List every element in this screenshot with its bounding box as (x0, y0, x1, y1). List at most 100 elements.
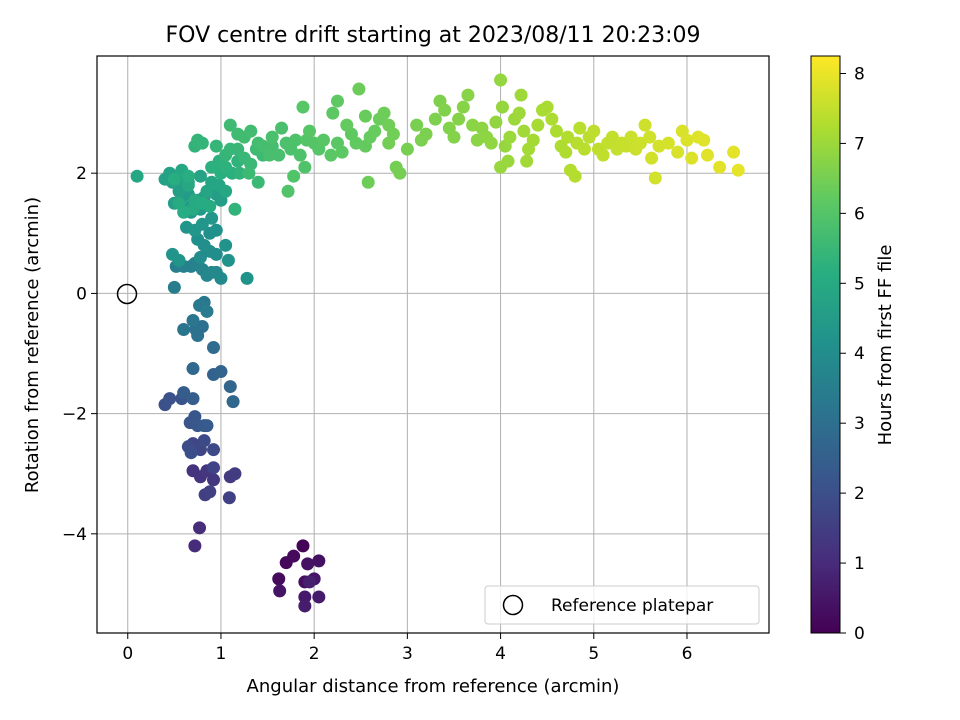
data-point (228, 467, 242, 481)
data-point (495, 100, 509, 114)
data-point (177, 205, 191, 219)
colorbar-tick-label: 7 (854, 134, 865, 154)
data-point (181, 169, 195, 183)
reference-platepar-marker (116, 283, 138, 305)
data-point (685, 151, 699, 165)
data-point (456, 100, 470, 114)
data-point (219, 238, 233, 252)
data-point (193, 169, 207, 183)
legend: Reference platepar (484, 585, 760, 625)
data-point (181, 178, 195, 192)
x-tick-label: 6 (682, 644, 693, 664)
data-point (587, 124, 601, 138)
data-point (273, 584, 287, 598)
data-point (242, 166, 256, 180)
data-point (207, 461, 221, 475)
colorbar-tick-label: 6 (854, 204, 865, 224)
data-point (184, 446, 198, 460)
data-point (186, 313, 200, 327)
colorbar-tick-label: 5 (854, 274, 865, 294)
data-point (262, 148, 276, 162)
colorbar-tick-label: 3 (854, 414, 865, 434)
data-point (177, 322, 191, 336)
data-point (207, 341, 221, 355)
data-point (272, 572, 286, 586)
x-tick-label: 5 (588, 644, 599, 664)
data-point (219, 184, 233, 198)
data-point (501, 154, 515, 168)
data-point (219, 160, 233, 174)
data-point (200, 304, 214, 318)
data-point (531, 118, 545, 132)
colorbar-tick-label: 0 (854, 624, 865, 644)
y-axis-label: Rotation from reference (arcmin) (22, 197, 43, 493)
data-point (226, 395, 240, 409)
data-point (203, 199, 217, 213)
chart-title: FOV centre drift starting at 2023/08/11 … (166, 23, 701, 48)
data-point (661, 136, 675, 150)
data-point (731, 163, 745, 177)
data-point (368, 124, 382, 138)
data-point (312, 554, 326, 568)
data-point (203, 485, 217, 499)
data-point (312, 590, 326, 604)
data-point (361, 175, 375, 189)
colorbar: 0 1 2 3 4 5 6 7 8 Hours from first FF file (810, 55, 896, 644)
data-point (197, 434, 211, 448)
data-point (231, 142, 245, 156)
data-point (200, 419, 214, 433)
data-point (228, 202, 242, 216)
data-point (272, 148, 286, 162)
data-point (520, 154, 534, 168)
data-point (633, 136, 647, 150)
y-tick-label: −2 (62, 405, 87, 425)
data-point (517, 124, 531, 138)
data-point (207, 443, 221, 457)
data-point (193, 521, 207, 535)
data-point (223, 380, 237, 394)
data-point (293, 148, 307, 162)
data-point (324, 148, 338, 162)
data-point (281, 184, 295, 198)
data-point (461, 88, 475, 102)
data-point (298, 599, 312, 613)
x-axis-ticks: 0 1 2 3 4 5 6 (122, 633, 692, 664)
y-tick-label: 2 (76, 164, 87, 184)
data-point (400, 142, 414, 156)
data-point (503, 130, 517, 144)
colorbar-tick-label: 4 (854, 344, 865, 364)
data-point (191, 133, 205, 147)
colorbar-label: Hours from first FF file (875, 245, 896, 446)
data-point (191, 328, 205, 342)
data-point (172, 184, 186, 198)
colorbar-tick-label: 8 (854, 64, 865, 84)
data-point (209, 139, 223, 153)
legend-marker (502, 594, 524, 616)
data-point (296, 100, 310, 114)
data-point (447, 130, 461, 144)
scatter-points (130, 73, 745, 613)
data-point (209, 223, 223, 237)
data-point (244, 124, 258, 138)
data-point (358, 109, 372, 123)
data-point (697, 133, 711, 147)
data-point (167, 172, 181, 186)
data-point (671, 145, 685, 159)
data-point (265, 130, 279, 144)
data-point (419, 127, 433, 141)
legend-box (484, 585, 760, 625)
x-axis-label: Angular distance from reference (arcmin) (247, 676, 620, 697)
data-point (545, 112, 559, 126)
data-point (193, 250, 207, 264)
y-axis-ticks: −4 −2 0 2 (62, 164, 97, 545)
data-point (648, 171, 662, 185)
data-point (186, 392, 200, 406)
data-point (428, 112, 442, 126)
data-point (559, 145, 573, 159)
x-tick-label: 2 (309, 644, 320, 664)
data-point (298, 590, 312, 604)
data-point (645, 151, 659, 165)
colorbar-gradient (810, 55, 841, 634)
data-point (638, 118, 652, 132)
